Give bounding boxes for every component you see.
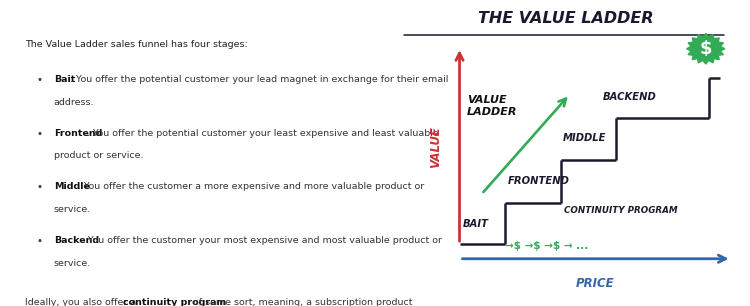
- Text: Bait: Bait: [54, 75, 75, 84]
- Polygon shape: [687, 33, 724, 64]
- Text: BAIT: BAIT: [464, 218, 489, 229]
- Text: •: •: [37, 129, 43, 139]
- Text: product or service.: product or service.: [54, 151, 143, 160]
- Text: Frontend: Frontend: [54, 129, 102, 137]
- Text: . You offer the potential customer your least expensive and least valuable: . You offer the potential customer your …: [86, 129, 438, 137]
- Text: . You offer the customer your most expensive and most valuable product or: . You offer the customer your most expen…: [82, 236, 442, 244]
- Text: CONTINUITY PROGRAM: CONTINUITY PROGRAM: [564, 206, 678, 215]
- Text: PRICE: PRICE: [576, 277, 615, 290]
- Text: Backend: Backend: [54, 236, 99, 244]
- Text: THE VALUE LADDER: THE VALUE LADDER: [478, 10, 654, 25]
- Text: . You offer the customer a more expensive and more valuable product or: . You offer the customer a more expensiv…: [79, 182, 424, 191]
- Text: FRONTEND: FRONTEND: [507, 176, 569, 186]
- Text: VALUE: VALUE: [429, 126, 442, 168]
- Text: service.: service.: [54, 259, 91, 267]
- Text: service.: service.: [54, 205, 91, 214]
- Text: →$ →$ →$ → ...: →$ →$ →$ → ...: [506, 241, 589, 252]
- Text: The Value Ladder sales funnel has four stages:: The Value Ladder sales funnel has four s…: [26, 40, 248, 49]
- Text: •: •: [37, 236, 43, 246]
- Text: •: •: [37, 75, 43, 85]
- Text: Ideally, you also offer a: Ideally, you also offer a: [26, 298, 140, 306]
- Text: of some sort, meaning, a subscription product: of some sort, meaning, a subscription pr…: [190, 298, 412, 306]
- Text: MIDDLE: MIDDLE: [562, 133, 606, 143]
- Text: •: •: [37, 182, 43, 192]
- Text: . You offer the potential customer your lead magnet in exchange for their email: . You offer the potential customer your …: [70, 75, 448, 84]
- Text: continuity program: continuity program: [122, 298, 226, 306]
- Text: VALUE
LADDER: VALUE LADDER: [466, 95, 518, 117]
- Text: BACKEND: BACKEND: [603, 92, 656, 102]
- Text: address.: address.: [54, 98, 94, 107]
- Text: Middle: Middle: [54, 182, 90, 191]
- Text: $: $: [700, 40, 712, 58]
